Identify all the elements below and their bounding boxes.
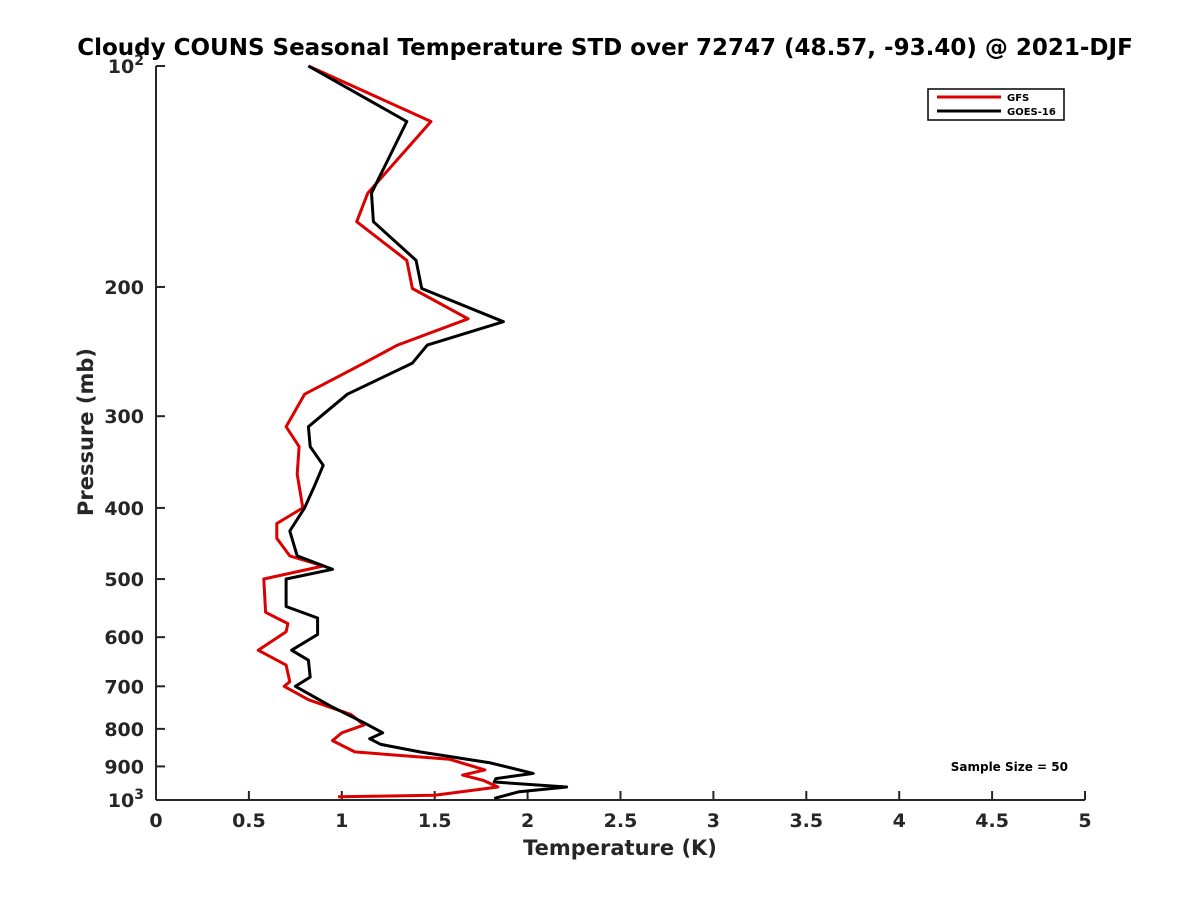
x-tick-label: 3.5 [789,810,823,832]
chart-title: Cloudy COUNS Seasonal Temperature STD ov… [77,35,1133,61]
y-tick-label: 700 [104,676,144,698]
x-axis-label: Temperature (K) [523,836,717,860]
legend-label: GOES-16 [1007,107,1056,118]
y-tick-label: 103 [108,787,144,812]
y-tick-label: 300 [104,406,144,428]
x-tick-label: 4 [893,810,906,832]
legend-box [927,88,1065,121]
x-tick-label: 2.5 [604,810,638,832]
x-tick-label: 4.5 [975,810,1009,832]
y-tick-label: 200 [104,277,144,299]
x-tick-label: 5 [1078,810,1091,832]
x-tick-label: 3 [707,810,720,832]
x-tick-label: 0 [149,810,162,832]
x-tick-label: 1 [335,810,348,832]
y-axis-label: Pressure (mb) [74,348,98,516]
x-tick-label: 1.5 [418,810,452,832]
y-tick-label: 102 [108,53,144,78]
sample-size-annotation: Sample Size = 50 [951,760,1068,774]
x-tick-label: 0.5 [232,810,266,832]
legend: GFS GOES-16 [927,88,1065,121]
y-tick-label: 500 [104,569,144,591]
legend-label: GFS [1007,93,1029,104]
y-tick-label: 900 [104,756,144,778]
x-tick-label: 2 [521,810,534,832]
series-line-gfs [256,64,500,799]
plot-area: 0 0.5 1 1.5 2 2.5 3 3.5 4 4.5 5 102 200 300 400 500 600 7… [104,53,1091,832]
y-tick-label: 600 [104,627,144,649]
y-tick-label: 400 [104,498,144,520]
y-tick-label: 800 [104,719,144,741]
series-line-goes-16 [284,64,569,800]
